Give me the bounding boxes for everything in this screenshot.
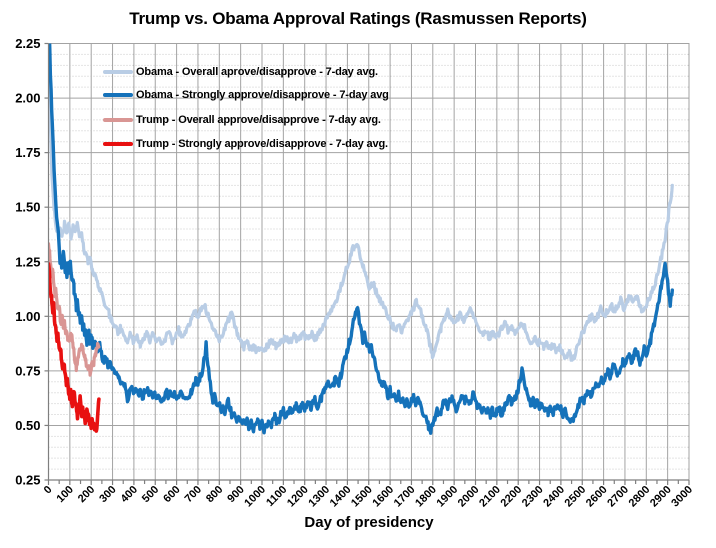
x-tick-label: 2600 bbox=[584, 484, 610, 510]
x-tick-label: 2800 bbox=[627, 484, 653, 510]
x-tick-label: 2400 bbox=[541, 484, 567, 510]
x-tick-label: 1900 bbox=[434, 484, 460, 510]
x-tick-label: 2100 bbox=[477, 484, 503, 510]
x-tick-label: 200 bbox=[76, 484, 97, 505]
x-tick-label: 1300 bbox=[306, 484, 332, 510]
legend-label-obama-overall: Obama - Overall aprove/disapprove - 7-da… bbox=[136, 66, 378, 78]
y-tick-label: 1.75 bbox=[15, 145, 40, 160]
x-tick-label: 1400 bbox=[328, 484, 354, 510]
series-trump-strongly bbox=[48, 262, 101, 433]
x-tick-label: 2500 bbox=[563, 484, 589, 510]
legend-swatch-trump-overall bbox=[103, 118, 133, 122]
y-tick-label: 2.25 bbox=[15, 36, 40, 51]
x-tick-label: 2900 bbox=[648, 484, 674, 510]
x-tick-label: 1700 bbox=[392, 484, 418, 510]
x-tick-label: 1200 bbox=[285, 484, 311, 510]
legend-swatch-obama-overall bbox=[103, 70, 133, 74]
x-tick-label: 1500 bbox=[349, 484, 375, 510]
legend-swatch-obama-strongly bbox=[103, 93, 133, 97]
x-tick-label: 1800 bbox=[413, 484, 439, 510]
y-tick-labels: 2.25 2.00 1.75 1.50 1.25 1.00 0.75 0.50 0.25 bbox=[15, 36, 40, 488]
chart-title: Trump vs. Obama Approval Ratings (Rasmus… bbox=[129, 9, 587, 28]
axes bbox=[44, 42, 690, 485]
y-tick-label: 0.25 bbox=[15, 473, 40, 488]
x-tick-label: 2200 bbox=[499, 484, 525, 510]
y-tick-label: 1.50 bbox=[15, 200, 40, 215]
x-tick-label: 1100 bbox=[264, 484, 289, 509]
legend-label-trump-overall: Trump - Overall approve/disapprove - 7-d… bbox=[136, 114, 381, 126]
x-tick-label: 100 bbox=[55, 484, 76, 505]
series-obama-strongly bbox=[48, 43, 674, 435]
legend-item-obama-strongly: Obama - Strongly approve/disapprove - 7-… bbox=[103, 87, 389, 103]
x-tick-label: 500 bbox=[140, 484, 161, 505]
x-tick-label: 3000 bbox=[669, 484, 695, 510]
x-tick-label: 2700 bbox=[605, 484, 631, 510]
legend-item-trump-strongly: Trump - Strongly approve/disapprove - 7-… bbox=[103, 136, 388, 152]
x-tick-label: 700 bbox=[183, 484, 204, 505]
series-group bbox=[48, 43, 674, 435]
y-tick-label: 0.75 bbox=[15, 363, 40, 378]
y-tick-label: 1.25 bbox=[15, 254, 40, 269]
y-tick-label: 1.00 bbox=[15, 309, 40, 324]
legend-swatch-trump-strongly bbox=[103, 142, 133, 146]
x-tick-label: 2000 bbox=[456, 484, 482, 510]
x-tick-label: 800 bbox=[204, 484, 225, 505]
x-axis-title: Day of presidency bbox=[304, 514, 434, 531]
x-tick-label: 0 bbox=[42, 484, 55, 497]
legend-label-trump-strongly: Trump - Strongly approve/disapprove - 7-… bbox=[136, 138, 388, 150]
series-obama-overall bbox=[48, 43, 674, 362]
x-tick-label: 2300 bbox=[520, 484, 546, 510]
legend-item-trump-overall: Trump - Overall approve/disapprove - 7-d… bbox=[103, 112, 381, 128]
x-tick-label: 1000 bbox=[242, 484, 268, 510]
x-tick-labels: 0 100 200 300 400 500 600 700 800 900100011001200… bbox=[42, 484, 695, 510]
y-tick-label: 0.50 bbox=[15, 418, 40, 433]
x-tick-label: 300 bbox=[97, 484, 118, 505]
y-tick-label: 2.00 bbox=[15, 91, 40, 106]
x-tick-label: 1600 bbox=[370, 484, 396, 510]
x-tick-label: 400 bbox=[119, 484, 140, 505]
x-tick-label: 600 bbox=[161, 484, 182, 505]
legend-label-obama-strongly: Obama - Strongly approve/disapprove - 7-… bbox=[136, 89, 389, 101]
legend-item-obama-overall: Obama - Overall aprove/disapprove - 7-da… bbox=[103, 64, 378, 80]
series-trump-overall bbox=[48, 242, 101, 377]
